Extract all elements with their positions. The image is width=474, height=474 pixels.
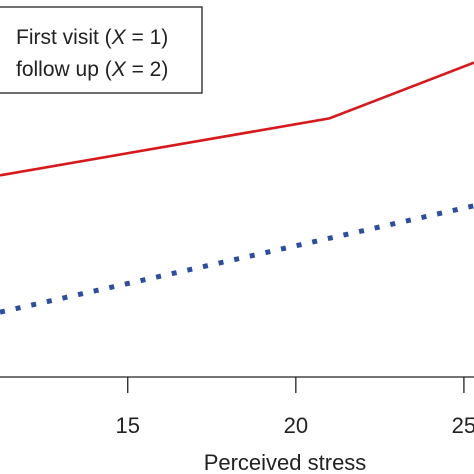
legend-box — [0, 6, 203, 94]
legend-entry-follow-up: follow up (X = 2) — [16, 58, 168, 81]
plot-area — [0, 61, 474, 315]
legend: First visit (X = 1) follow up (X = 2) — [0, 6, 203, 94]
legend-entry-first-visit: First visit (X = 1) — [16, 26, 168, 49]
series-line-2 — [0, 203, 474, 315]
series-layer — [0, 61, 474, 315]
series-line-1 — [0, 61, 474, 177]
x-tick-label-25: 25 — [452, 413, 474, 438]
x-tick-label-20: 20 — [284, 413, 308, 438]
x-tick-layer: 15 20 25 — [116, 377, 474, 438]
x-tick-label-15: 15 — [116, 413, 140, 438]
x-axis: 15 20 25 Perceived stress — [0, 376, 474, 474]
x-axis-label: Perceived stress — [204, 450, 367, 474]
